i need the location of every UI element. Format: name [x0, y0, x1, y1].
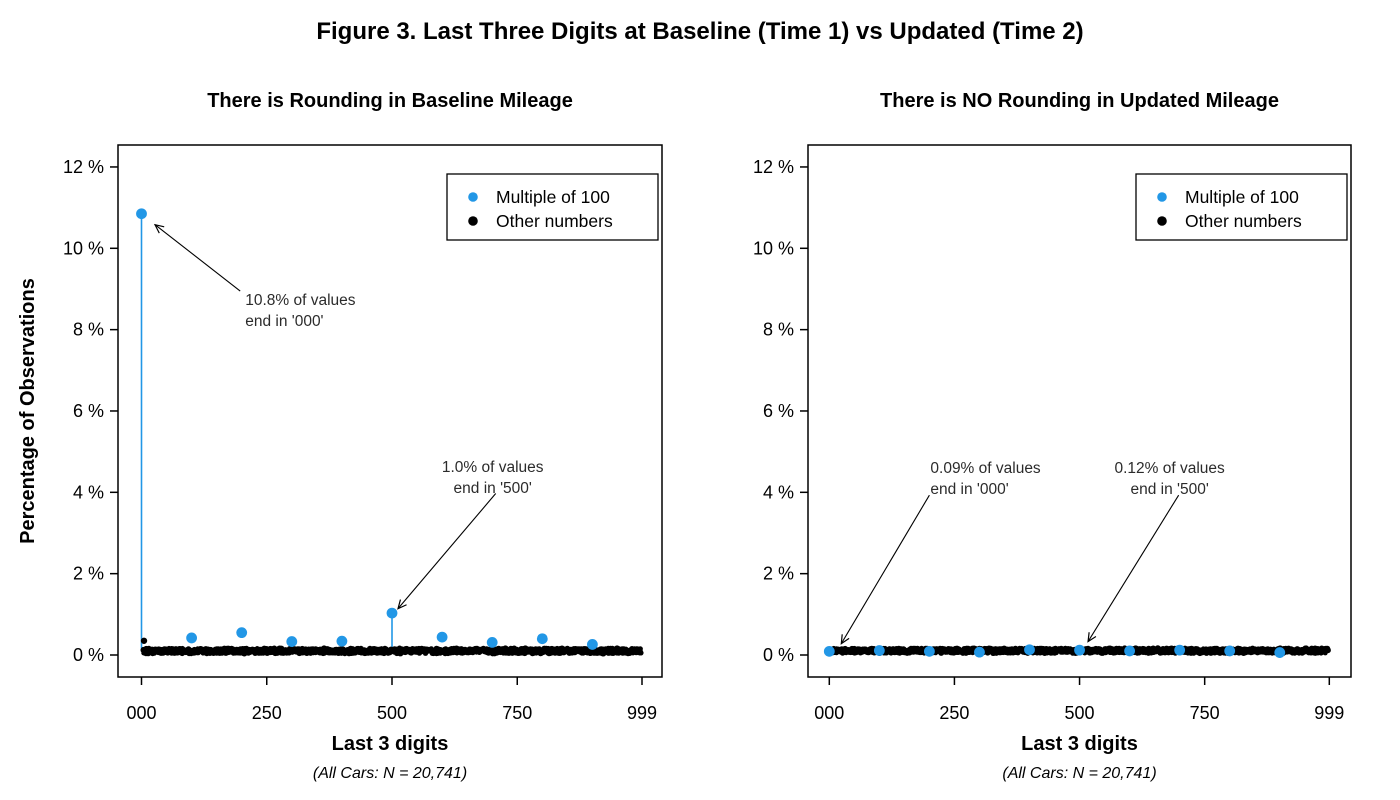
annotation-text: end in '000' [245, 313, 323, 330]
y-axis-tick-label: 2 % [73, 564, 104, 584]
panel-caption: (All Cars: N = 20,741) [1002, 765, 1156, 782]
panel-left: There is Rounding in Baseline Mileage 0 %… [17, 90, 663, 782]
annotation-text: 0.09% of values [930, 460, 1041, 477]
legend-label: Multiple of 100 [496, 187, 610, 207]
panel-title-left: There is Rounding in Baseline Mileage [207, 90, 573, 112]
y-axis-tick-label: 0 % [73, 645, 104, 665]
annotation-text: end in '500' [454, 480, 532, 497]
y-axis-tick-label: 6 % [763, 401, 794, 421]
x-axis-tick-label: 999 [1314, 703, 1344, 723]
y-axis-tick-label: 12 % [753, 157, 794, 177]
legend-marker-other-numbers [468, 216, 478, 226]
other-numbers-band [827, 645, 1331, 657]
annotation-text: end in '000' [930, 481, 1008, 498]
annotation-0: 10.8% of values end in '000' [153, 223, 356, 330]
multiple-of-100-point [1074, 644, 1085, 656]
multiple-of-100-point [823, 645, 835, 657]
y-axis-tick-label: 4 % [763, 482, 794, 502]
legend-box [1135, 173, 1348, 241]
panel-title-right: There is NO Rounding in Updated Mileage [880, 90, 1279, 112]
legend-label: Multiple of 100 [1185, 187, 1299, 207]
multiple-of-100-point [436, 631, 448, 643]
other-numbers-band [140, 645, 644, 657]
x-axis-tick-label: 250 [939, 703, 969, 723]
x-axis-tick-label: 000 [126, 703, 156, 723]
multiple-of-100-point [1224, 645, 1236, 657]
multiple-of-100-point [136, 208, 147, 220]
legend-box [446, 173, 659, 241]
multiple-of-100-point [1124, 645, 1135, 657]
x-axis-tick-label: 250 [252, 703, 282, 723]
x-axis-tick-label: 999 [627, 703, 657, 723]
x-axis-tick-label: 750 [502, 703, 532, 723]
figure-title: Figure 3. Last Three Digits at Baseline … [316, 18, 1083, 45]
multiple-of-100-point [236, 627, 248, 639]
x-axis-tick-label: 000 [814, 703, 844, 723]
annotation-arrow [1087, 494, 1180, 643]
annotation-arrow [397, 493, 497, 610]
multiple-of-100-point [286, 636, 298, 647]
multiple-of-100-point [587, 639, 598, 650]
y-axis-tick-label: 10 % [63, 238, 104, 258]
annotation-1: 1.0% of values end in '500' [397, 459, 544, 610]
y-axis-label: Percentage of Observations [17, 278, 39, 544]
annotation-text: 10.8% of values [245, 292, 356, 309]
multiple-of-100-point [386, 607, 398, 619]
annotation-text: 0.12% of values [1114, 460, 1225, 477]
multiple-of-100-point [1274, 647, 1286, 658]
x-axis-tick-label: 750 [1190, 703, 1220, 723]
legend: Multiple of 100 Other numbers [1135, 173, 1348, 241]
annotation-arrow [840, 494, 930, 645]
x-axis-label: Last 3 digits [1021, 733, 1138, 755]
other-numbers-point [1324, 647, 1331, 654]
multiple-of-100-point [486, 636, 498, 648]
annotation-text: end in '500' [1130, 481, 1208, 498]
y-axis-tick-label: 4 % [73, 482, 104, 502]
x-axis-tick-label: 500 [377, 703, 407, 723]
multiple-of-100-points [823, 644, 1286, 658]
legend-marker-multiple-of-100 [468, 192, 478, 202]
y-axis-tick-label: 2 % [763, 564, 794, 584]
y-axis-tick-label: 6 % [73, 401, 104, 421]
multiple-of-100-point [974, 646, 985, 658]
annotation-arrow [153, 223, 241, 292]
multiple-of-100-point [1174, 644, 1186, 656]
annotation-0: 0.09% of values end in '000' [840, 460, 1041, 645]
multiple-of-100-point [536, 633, 548, 645]
chart-root: There is Rounding in Baseline Mileage 0 %… [17, 90, 1352, 782]
legend-marker-other-numbers [1157, 216, 1167, 226]
y-axis-tick-label: 10 % [753, 238, 794, 258]
y-axis-tick-label: 8 % [763, 320, 794, 340]
y-axis-tick-label: 12 % [63, 157, 104, 177]
annotation-text: 1.0% of values [442, 459, 544, 476]
multiple-of-100-point [924, 645, 935, 657]
multiple-of-100-point [1024, 644, 1035, 656]
legend-label: Other numbers [496, 211, 613, 231]
multiple-of-100-point [186, 632, 198, 644]
other-numbers-outlier-point [140, 637, 148, 644]
multiple-of-100-points [136, 208, 598, 650]
x-axis-label: Last 3 digits [332, 733, 449, 755]
legend-marker-multiple-of-100 [1157, 192, 1167, 202]
other-numbers-point [637, 646, 643, 652]
multiple-of-100-point [873, 645, 885, 656]
y-axis-tick-label: 0 % [763, 645, 794, 665]
multiple-of-100-point [336, 635, 348, 647]
legend-label: Other numbers [1185, 211, 1302, 231]
y-axis-tick-label: 8 % [73, 320, 104, 340]
panel-right: There is NO Rounding in Updated Mileage 0… [753, 90, 1352, 782]
other-numbers-point [638, 650, 644, 656]
annotation-1: 0.12% of values end in '500' [1087, 460, 1225, 643]
x-axis-tick-label: 500 [1065, 703, 1095, 723]
panel-caption: (All Cars: N = 20,741) [313, 765, 467, 782]
legend: Multiple of 100 Other numbers [446, 173, 659, 241]
